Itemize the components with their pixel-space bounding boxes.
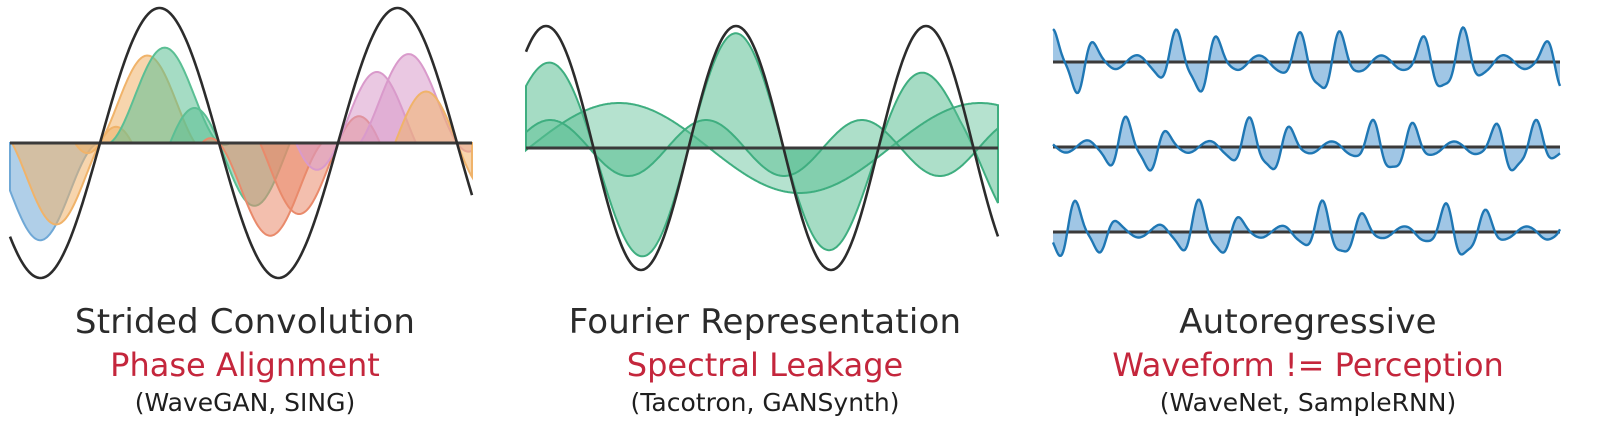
panel-title: Autoregressive	[1179, 302, 1437, 342]
panel-title: Fourier Representation	[568, 302, 962, 342]
panel-autoregressive: Autoregressive Waveform != Perception (W…	[1048, 0, 1568, 444]
overlapping-kernels-waveform-icon	[8, 6, 474, 280]
panel-fourier-representation: Fourier Representation Spectral Leakage …	[520, 0, 1010, 444]
waveform-line-1	[1052, 115, 1561, 172]
panel-models: (WaveNet, SampleRNN)	[1159, 388, 1457, 417]
target-sine-wave	[524, 24, 1000, 272]
target-sine-wave	[8, 6, 474, 280]
waveform-fill-0	[1053, 27, 1560, 93]
panel-issue: Waveform != Perception	[1112, 346, 1504, 384]
waveform-line-0	[1052, 26, 1562, 95]
panel-strided-convolution: Strided Convolution Phase Alignment (Wav…	[0, 0, 490, 444]
waveform-fill-2	[1053, 199, 1560, 256]
stacked-waveforms-icon	[1051, 26, 1562, 258]
panel-models: (Tacotron, GANSynth)	[630, 388, 900, 417]
spectral-basis-waveform-icon	[524, 24, 1000, 272]
panel-models: (WaveGAN, SING)	[134, 388, 356, 417]
fourier-component-0	[525, 32, 999, 258]
panel-issue: Phase Alignment	[110, 346, 380, 384]
panel-title: Strided Convolution	[74, 302, 416, 342]
waveform-line-2	[1051, 198, 1562, 258]
panel-issue: Spectral Leakage	[626, 346, 904, 384]
